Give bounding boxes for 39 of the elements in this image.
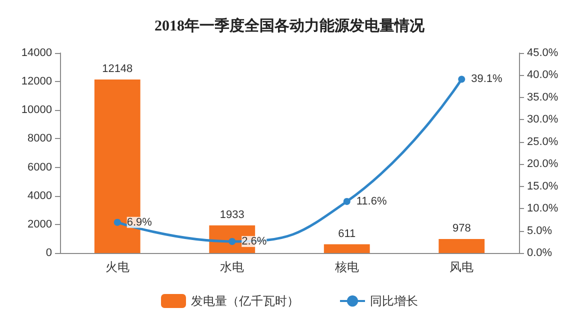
point — [458, 76, 466, 83]
y-tick-label: 0 — [46, 247, 52, 259]
data-label: 2.6% — [242, 235, 267, 248]
data-label: 1933 — [220, 208, 244, 221]
point — [228, 238, 236, 245]
y2-tick-label: 30.0% — [527, 114, 558, 126]
y-tick-label: 8000 — [28, 132, 52, 145]
x-tick-label: 风电 — [450, 260, 474, 274]
point — [114, 218, 121, 226]
y-tick-label: 2000 — [28, 218, 52, 230]
y2-tick-label: 20.0% — [527, 158, 558, 170]
legend-label: 发电量（亿千瓦时） — [191, 294, 299, 308]
data-label: 611 — [338, 228, 356, 240]
x-tick-label: 核电 — [334, 260, 359, 274]
y-tick-label: 12000 — [21, 76, 52, 88]
y2-tick-label: 5.0% — [527, 224, 552, 237]
y2-tick-label: 40.0% — [527, 69, 558, 82]
point — [343, 198, 350, 205]
x-tick-label: 火电 — [105, 260, 130, 274]
bar — [438, 239, 485, 253]
x-tick-label: 水电 — [220, 260, 244, 274]
data-label: 12148 — [102, 62, 133, 75]
y-tick-label: 14000 — [21, 47, 52, 59]
y2-tick-label: 10.0% — [527, 202, 558, 215]
y2-tick-label: 45.0% — [527, 47, 558, 59]
data-label: 978 — [452, 222, 471, 235]
y2-tick-label: 35.0% — [527, 91, 558, 104]
y2-tick-label: 25.0% — [527, 136, 558, 148]
data-label: 11.6% — [356, 195, 387, 208]
data-label: 6.9% — [126, 216, 152, 228]
data-label: 39.1% — [471, 73, 503, 86]
y2-tick-label: 15.0% — [527, 180, 558, 192]
y-tick-label: 6000 — [28, 161, 52, 174]
legend-label: 同比增长 — [370, 294, 418, 308]
chart-title: 2018年一季度全国各动力能源发电量情况 — [154, 16, 426, 34]
y-tick-label: 10000 — [21, 104, 52, 116]
bar — [324, 244, 370, 253]
y2-tick-label: 0.0% — [527, 247, 552, 259]
y-tick-label: 4000 — [28, 190, 52, 202]
